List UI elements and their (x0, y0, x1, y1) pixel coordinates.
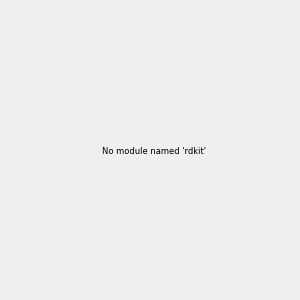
Text: No module named 'rdkit': No module named 'rdkit' (102, 147, 206, 156)
